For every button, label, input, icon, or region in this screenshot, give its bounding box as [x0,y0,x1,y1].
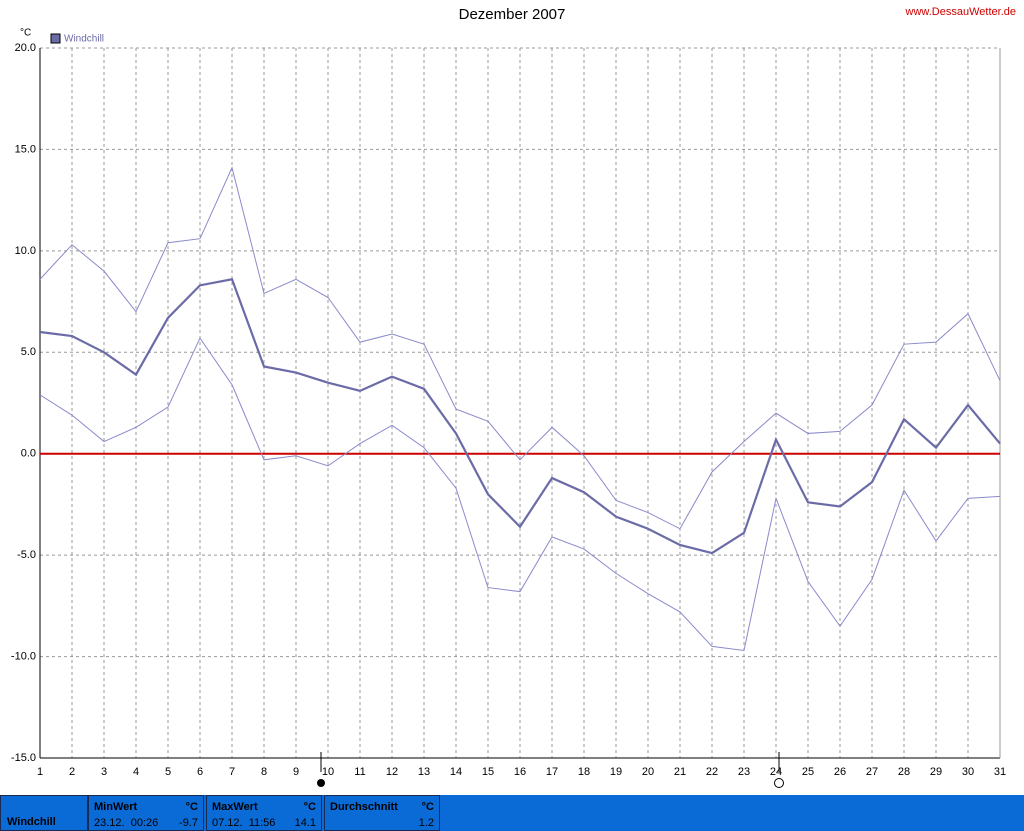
summary-unit: °C [421,801,434,813]
x-tick-label: 26 [834,766,846,778]
marker [317,779,325,787]
y-tick-label: -15.0 [11,752,36,764]
x-tick-label: 6 [197,766,203,778]
x-tick-label: 11 [354,766,365,778]
summary-title: Durchschnitt [330,801,398,813]
x-tick-label: 2 [69,766,75,778]
x-tick-label: 3 [101,766,107,778]
legend-swatch [50,33,61,44]
chart: Dezember 2007 www.DessauWetter.de °C Win… [11,6,1016,788]
x-tick-label: 5 [165,766,171,778]
x-tick-label: 19 [610,766,622,778]
marker [774,778,784,788]
summary-title: MaxWert [212,801,258,813]
x-tick-label: 4 [133,766,139,778]
x-tick-label: 18 [578,766,590,778]
y-unit: °C [20,28,31,39]
y-tick-label: 15.0 [15,143,36,155]
summary-name-cell: Windchill [0,795,88,831]
x-tick-label: 17 [546,766,558,778]
legend-label: Windchill [64,34,104,45]
x-tick-label: 24 [770,766,782,778]
summary-title: MinWert [94,801,138,813]
x-tick-label: 22 [706,766,718,778]
x-tick-label: 12 [386,766,398,778]
y-tick-label: -5.0 [17,549,36,561]
x-tick-label: 31 [994,766,1006,778]
x-tick-label: 29 [930,766,942,778]
summary-bar: Windchill MinWert °C 23.12. 00:26 -9.7 MaxWe… [0,795,1024,831]
summary-unit: °C [303,801,316,813]
summary-value: 1.2 [418,817,434,829]
x-tick-label: 7 [229,766,235,778]
x-tick-label: 8 [261,766,267,778]
summary-cell: MaxWert °C 07.12. 11:56 14.1 [206,795,322,831]
summary-time: 23.12. 00:26 [94,817,159,829]
x-tick-label: 30 [962,766,974,778]
legend: Windchill [50,33,104,45]
x-tick-label: 14 [450,766,462,778]
x-tick-label: 20 [642,766,654,778]
y-tick-label: 10.0 [15,245,36,257]
y-tick-label: -10.0 [11,650,36,662]
summary-cell: Durchschnitt °C 1.2 [324,795,440,831]
y-tick-label: 5.0 [21,346,36,358]
x-tick-label: 10 [322,766,334,778]
summary-unit: °C [185,801,198,813]
x-tick-label: 9 [293,766,299,778]
x-tick-label: 16 [514,766,526,778]
x-tick-label: 25 [802,766,814,778]
chart-title: Dezember 2007 [459,6,566,23]
line-values [39,278,1001,555]
source: www.DessauWetter.de [905,6,1016,18]
summary-cell: MinWert °C 23.12. 00:26 -9.7 [88,795,204,831]
y-tick-label: 20.0 [15,42,36,54]
x-tick-label: 23 [738,766,750,778]
x-tick-label: 15 [482,766,494,778]
summary-time: 07.12. 11:56 [212,817,276,829]
summary-value: -9.7 [179,817,198,829]
line-min [39,337,1001,652]
x-tick-label: 13 [418,766,430,778]
y-tick-label: 0.0 [21,448,36,460]
summary-value: 14.1 [294,817,316,829]
x-tick-label: 28 [898,766,910,778]
x-tick-label: 27 [866,766,878,778]
x-tick-label: 1 [37,766,43,778]
line-max [39,166,1001,530]
x-tick-label: 21 [674,766,686,778]
summary-name: Windchill [7,816,56,828]
